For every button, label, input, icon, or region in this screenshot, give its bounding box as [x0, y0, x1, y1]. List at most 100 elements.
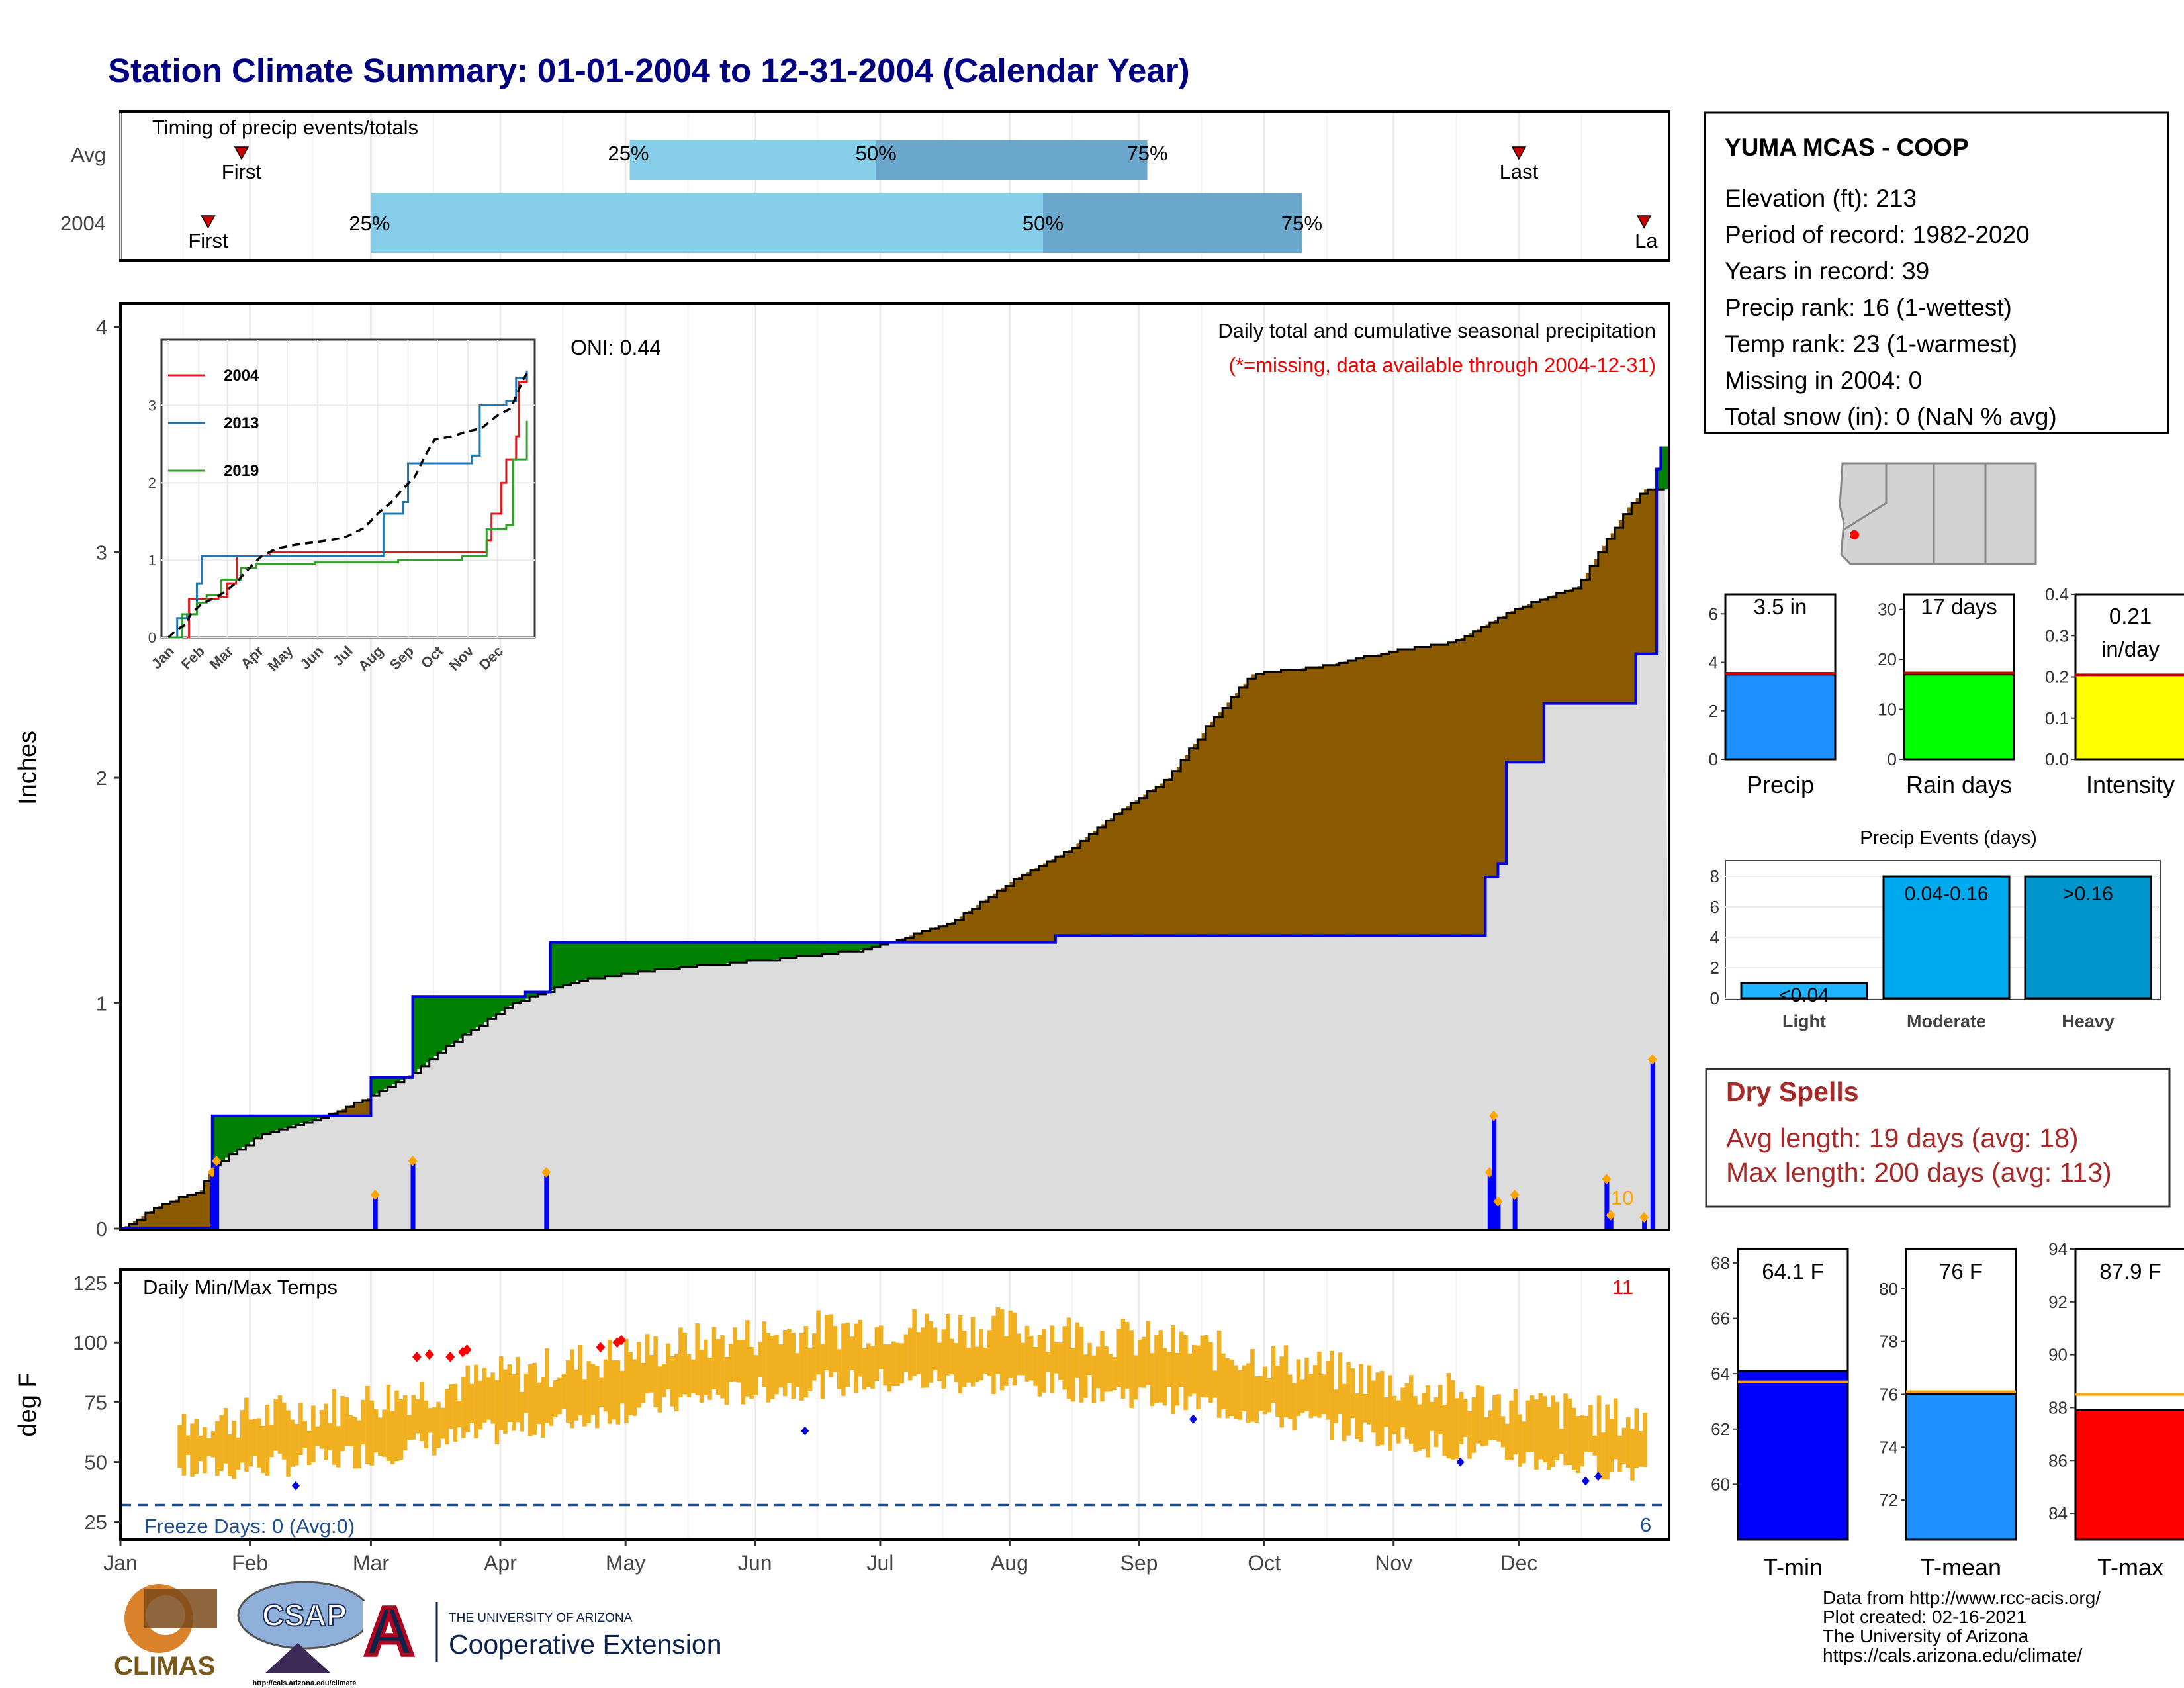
daily-temp-bar [841, 1323, 846, 1396]
events-bar-label: <0.04 [1779, 984, 1829, 1006]
deficit-fill [1156, 786, 1161, 936]
daily-temp-bar [402, 1395, 408, 1450]
daily-temp-bar [286, 1410, 291, 1477]
map-outline [1839, 462, 2037, 565]
surplus-fill [751, 942, 756, 961]
daily-temp-bar [678, 1327, 683, 1398]
credit-line-3: The University of Arizona [1823, 1626, 2029, 1646]
daily-temp-bar [1079, 1327, 1084, 1403]
surplus-fill [813, 942, 818, 955]
surplus-fill [567, 942, 572, 984]
csap-mountain-icon [265, 1643, 331, 1673]
dry-spells-frame [1705, 1068, 2171, 1208]
daily-temp-bar [1417, 1404, 1422, 1451]
temp-title: Daily Min/Max Temps [143, 1276, 338, 1299]
surplus-fill [437, 996, 443, 1054]
deficit-fill [1013, 879, 1019, 943]
record-high-marker [616, 1335, 626, 1346]
daily-temp-bar [1150, 1353, 1155, 1407]
x-month-label-dec: Dec [1500, 1551, 1537, 1575]
daily-temp-bar [1075, 1322, 1079, 1378]
deficit-fill [337, 1110, 342, 1116]
daily-temp-bar [1238, 1370, 1242, 1420]
precip-ylabel: Inches [14, 731, 42, 805]
daily-temp-bar [478, 1380, 482, 1430]
climas-logo: CLIMAS [114, 1584, 217, 1681]
temp-summary-y-tick-label: 92 [2048, 1292, 2068, 1312]
daily-temp-bar [411, 1395, 416, 1440]
daily-temp-bar [995, 1307, 1001, 1374]
surplus-fill [563, 942, 568, 986]
surplus-fill [224, 1115, 230, 1158]
surplus-fill [429, 996, 434, 1060]
daily-temp-bar [357, 1420, 362, 1469]
deficit-fill [162, 1204, 167, 1229]
deficit-fill [191, 1193, 197, 1229]
daily-temp-bar [778, 1344, 784, 1388]
daily-temp-bar [707, 1357, 712, 1400]
timing-bar-50-75 [1042, 193, 1302, 253]
daily-temp-bar [820, 1344, 825, 1399]
daily-avg-marker [1639, 1211, 1649, 1223]
daily-temp-bar [1312, 1365, 1318, 1417]
daily-temp-bar [265, 1405, 270, 1476]
daily-temp-bar [1426, 1385, 1430, 1458]
daily-temp-bar [1625, 1417, 1631, 1468]
daily-temp-bar [1208, 1342, 1213, 1403]
daily-temp-bar [1367, 1365, 1372, 1425]
deficit-fill [1259, 673, 1265, 936]
daily-temp-bar [386, 1385, 391, 1461]
timing-bar-50-75 [876, 140, 1148, 180]
daily-temp-bar [1066, 1317, 1071, 1399]
daily-temp-bar [1283, 1345, 1289, 1417]
temp-summary-y-tick-label: 68 [1711, 1253, 1730, 1273]
y-tick-label: 25 [85, 1511, 107, 1534]
daily-avg-marker [541, 1166, 551, 1178]
timing-title: Timing of precip events/totals [152, 116, 418, 139]
daily-temp-bar [816, 1310, 821, 1375]
daily-temp-bar [1617, 1435, 1622, 1472]
daily-temp-bar [1279, 1356, 1284, 1428]
daily-temp-bar [215, 1421, 220, 1476]
missing-note: (*=missing, data available through 2004-… [1229, 353, 1656, 377]
record-low-marker [801, 1426, 809, 1436]
surplus-fill [846, 942, 852, 952]
daily-temp-bar [741, 1339, 746, 1405]
daily-temp-bar [319, 1409, 324, 1449]
surplus-fill [872, 942, 877, 948]
surplus-fill [383, 1077, 388, 1089]
precip-caption: Daily total and cumulative seasonal prec… [1218, 319, 1656, 342]
events-bar-label: 0.04-0.16 [1905, 883, 1989, 905]
last-label: La [1635, 229, 1658, 252]
daily-temp-bar [737, 1340, 741, 1383]
surplus-fill [784, 942, 789, 959]
deficit-fill [1210, 721, 1215, 936]
deficit-fill [984, 899, 989, 943]
surplus-fill [467, 996, 472, 1033]
surplus-fill [700, 942, 705, 966]
daily-temp-bar [1229, 1359, 1234, 1417]
surplus-fill [271, 1115, 275, 1132]
surplus-fill [304, 1115, 309, 1122]
daily-avg-marker [408, 1155, 418, 1166]
daily-temp-bar [1334, 1389, 1338, 1423]
summary-bar-precip [1724, 673, 1837, 761]
deficit-fill [1443, 643, 1449, 936]
surplus-fill [608, 942, 614, 976]
daily-temp-bar [695, 1323, 700, 1395]
daily-temp-bar [691, 1359, 696, 1393]
daily-temp-bar [1142, 1336, 1146, 1388]
daily-temp-bar [436, 1401, 441, 1448]
daily-temp-bar [582, 1379, 587, 1427]
deficit-fill [1322, 665, 1328, 936]
deficit-fill [1097, 827, 1102, 936]
daily-temp-bar [933, 1327, 938, 1371]
daily-temp-bar [1054, 1342, 1059, 1374]
surplus-fill [233, 1115, 238, 1152]
daily-temp-bar [1488, 1410, 1493, 1441]
deficit-fill [1598, 552, 1603, 704]
daily-temp-bar [1008, 1310, 1013, 1378]
surplus-fill [237, 1115, 242, 1150]
daily-temp-bar [1325, 1360, 1330, 1420]
deficit-fill [1631, 502, 1637, 704]
